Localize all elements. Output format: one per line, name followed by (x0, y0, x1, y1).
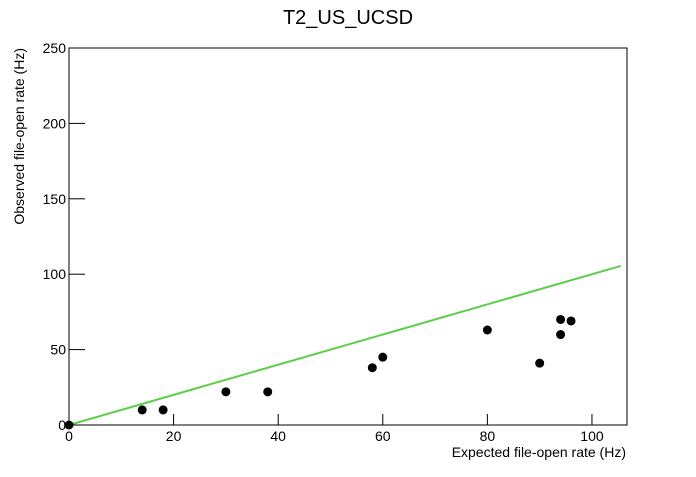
y-tick-label: 200 (43, 115, 67, 131)
point (263, 387, 273, 397)
point (556, 314, 566, 324)
point (158, 405, 168, 415)
y-axis-label: Observed file-open rate (Hz) (11, 48, 27, 225)
point (367, 363, 377, 373)
reference-line (68, 264, 622, 426)
x-tick-label: 0 (65, 428, 73, 444)
x-tick-label: 40 (270, 428, 286, 444)
point (535, 358, 545, 368)
point (221, 387, 231, 397)
y-tick-label: 250 (43, 40, 67, 56)
y-tick-label: 100 (43, 266, 67, 282)
point (378, 352, 388, 362)
y-tick-label: 50 (50, 342, 66, 358)
y-tick-label: 0 (58, 417, 66, 433)
plot-frame (68, 47, 628, 426)
point (482, 325, 492, 335)
point (137, 405, 147, 415)
x-axis-label: Expected file-open rate (Hz) (452, 444, 626, 460)
chart-title: T2_US_UCSD (283, 7, 413, 29)
point (64, 420, 74, 430)
x-tick-label: 60 (375, 428, 391, 444)
x-tick-label: 100 (580, 428, 604, 444)
x-tick-label: 20 (166, 428, 182, 444)
x-tick-label: 80 (480, 428, 496, 444)
point (566, 316, 576, 326)
point (556, 330, 566, 340)
y-tick-label: 150 (43, 191, 67, 207)
